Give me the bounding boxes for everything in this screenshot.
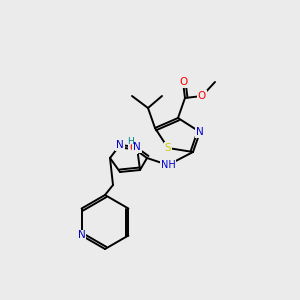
Text: N: N — [78, 230, 86, 241]
Text: N: N — [133, 142, 141, 152]
Text: S: S — [165, 143, 171, 153]
Text: O: O — [198, 91, 206, 101]
Text: N: N — [196, 127, 204, 137]
Text: O: O — [179, 77, 187, 87]
Text: NH: NH — [160, 160, 175, 170]
Text: O: O — [129, 143, 137, 153]
Text: H: H — [127, 136, 134, 146]
Text: N: N — [116, 140, 124, 150]
